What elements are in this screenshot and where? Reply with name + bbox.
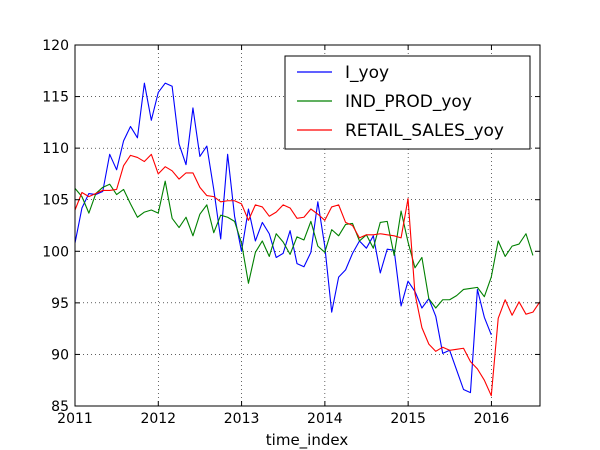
y-tick-label: 105 xyxy=(42,193,69,209)
legend-label: I_yoy xyxy=(345,63,389,83)
y-tick-label: 85 xyxy=(51,399,69,415)
plot-frame xyxy=(74,44,541,407)
series-line-retail-sales-yoy xyxy=(75,153,540,397)
x-axis-title: time_index xyxy=(266,431,349,450)
x-tick-label: 2015 xyxy=(390,411,426,427)
legend-label: RETAIL_SALES_yoy xyxy=(345,121,504,141)
series-line-ind-prod-yoy xyxy=(75,180,534,309)
y-tick-label: 115 xyxy=(42,90,69,106)
legend: I_yoy IND_PROD_yoy RETAIL_SALES_yoy xyxy=(284,55,531,150)
y-tick-label: 90 xyxy=(51,347,69,363)
axis-ticks: 2011 2012 2013 2014 2015 2016 85 90 95 100 105 110 1… xyxy=(42,38,540,427)
y-tick-label: 110 xyxy=(42,141,69,157)
x-tick-label: 2016 xyxy=(474,411,510,427)
plot-area xyxy=(75,82,540,397)
x-tick-label: 2011 xyxy=(57,411,93,427)
series-line-i-yoy xyxy=(75,82,492,394)
y-tick-label: 100 xyxy=(42,244,69,260)
x-tick-label: 2012 xyxy=(140,411,176,427)
series-lines xyxy=(75,82,540,397)
y-tick-label: 95 xyxy=(51,296,69,312)
x-tick-label: 2014 xyxy=(307,411,343,427)
x-tick-label: 2013 xyxy=(224,411,260,427)
y-tick-label: 120 xyxy=(42,38,69,54)
legend-label: IND_PROD_yoy xyxy=(345,92,472,112)
